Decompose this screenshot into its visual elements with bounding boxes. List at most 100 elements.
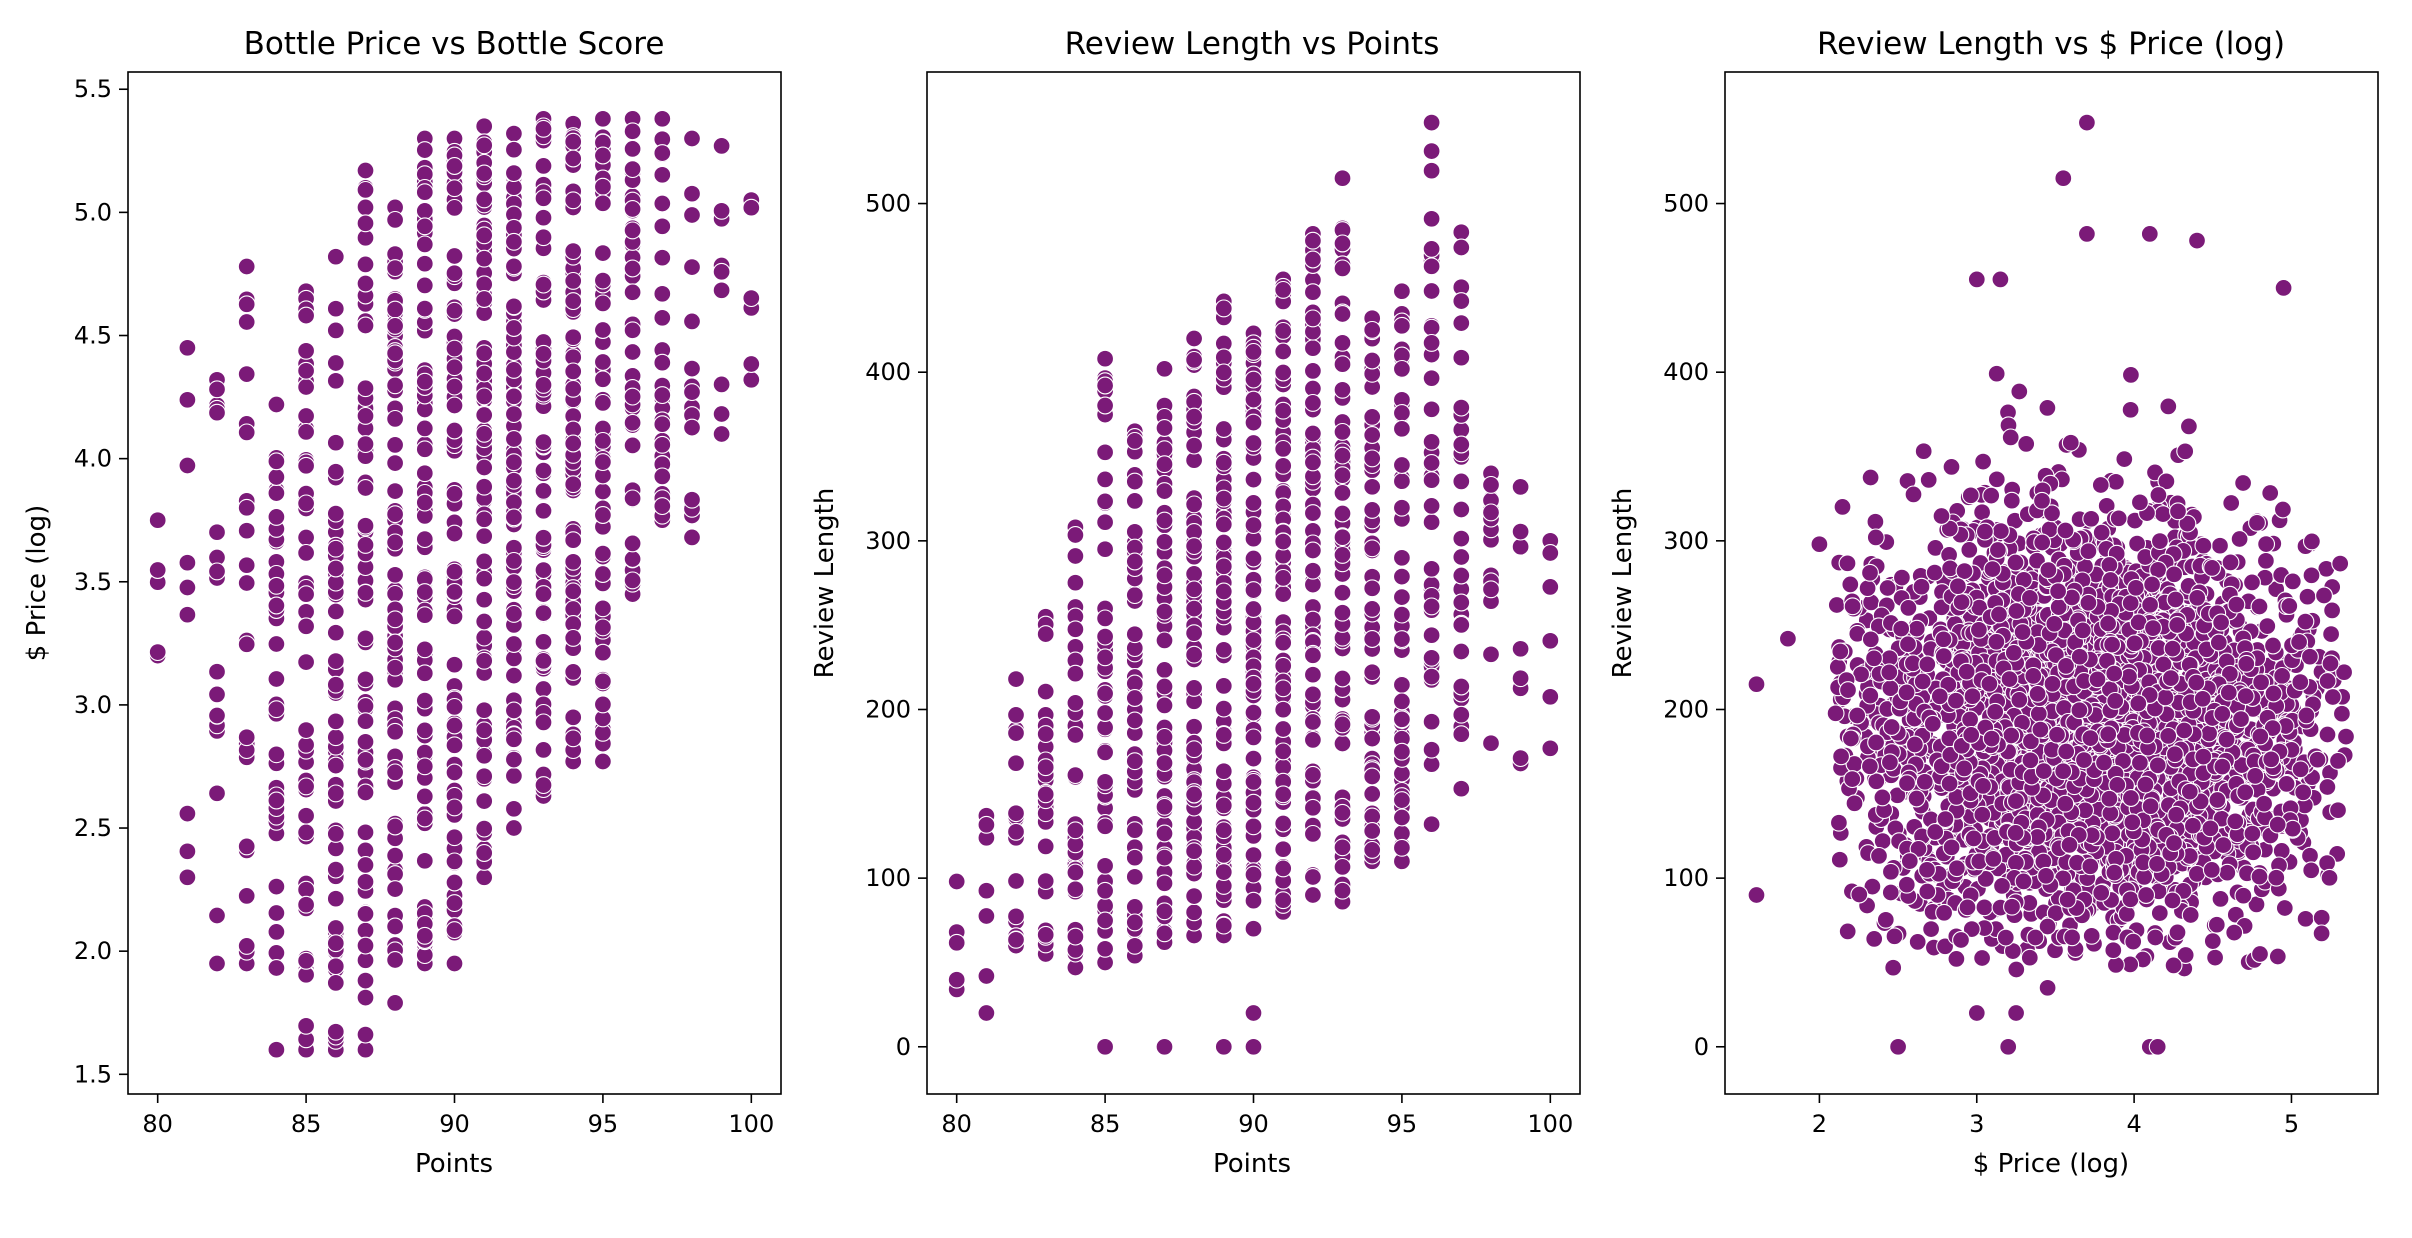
data-point [475,569,494,588]
data-point [1096,443,1115,462]
data-point [1036,925,1055,944]
data-point [415,926,434,945]
data-point [1214,916,1233,935]
data-point [1422,471,1441,490]
data-point [742,289,761,308]
data-point [623,534,642,553]
data-point [326,623,345,642]
data-point [1244,516,1263,535]
data-point [564,475,583,494]
data-point [1155,848,1174,867]
data-point [1873,832,1892,851]
data-point [267,507,286,526]
data-point [1303,730,1322,749]
data-point [445,157,464,175]
data-point [1392,630,1411,649]
data-point [2079,542,2098,561]
data-point [1096,513,1115,532]
data-point [267,635,286,653]
data-point [1036,758,1055,777]
data-point [1214,821,1233,840]
data-point [1274,840,1293,859]
data-point [1096,704,1115,722]
x-tick-label: 100 [728,1110,774,1138]
data-point [415,809,434,828]
data-point [386,951,405,969]
data-point [564,242,583,261]
data-point [356,904,375,923]
data-point [386,259,405,278]
data-point [297,422,316,441]
data-point [1392,419,1411,438]
data-point [475,226,494,245]
data-point [653,467,672,486]
data-point [2020,948,2039,967]
data-point [623,122,642,141]
data-point [1422,318,1441,337]
data-point [1452,593,1471,612]
data-point [445,524,464,543]
data-point [683,258,701,277]
data-point [1125,431,1144,450]
data-point [504,430,523,448]
data-point [1541,577,1560,596]
data-point [1392,316,1411,335]
data-point [2056,521,2075,540]
data-point [1918,860,1936,879]
data-point [415,691,434,710]
data-point [1422,369,1441,388]
data-point [534,156,553,175]
data-point [504,766,523,785]
data-point [712,262,731,281]
data-point [356,629,375,648]
data-point [2318,854,2337,873]
data-point [1541,544,1560,562]
data-point [2302,532,2321,551]
data-point [1096,648,1115,667]
data-point [504,493,523,512]
data-point [653,284,672,303]
data-point [1947,859,1966,878]
data-point [2194,536,2213,555]
scatter-points [148,109,761,1059]
data-point [2248,513,2266,532]
data-point [386,658,405,677]
data-point [208,906,226,925]
data-point [297,880,316,899]
data-point [977,1004,996,1022]
y-tick-label: 300 [865,527,911,555]
data-point [1096,684,1115,703]
data-point [1392,548,1411,567]
data-point [475,868,494,887]
data-point [683,206,701,224]
data-point [2082,509,2101,528]
data-point [445,716,464,735]
data-point [1066,726,1085,744]
data-point [1007,930,1025,949]
data-point [593,353,612,371]
data-point [475,458,494,477]
data-point [1865,929,1884,948]
y-tick-label: 3.5 [74,568,112,596]
data-point [297,895,316,914]
data-point [2252,673,2271,692]
data-point [1333,838,1352,857]
data-point [1882,718,1901,736]
data-point [1125,913,1144,932]
data-point [683,359,701,378]
data-point [2154,505,2172,524]
data-point [504,471,523,490]
data-point [386,584,405,603]
data-point [1422,815,1441,834]
data-point [1244,470,1263,489]
data-point [564,149,583,168]
data-point [1155,566,1174,585]
data-point [1185,599,1204,618]
data-point [1244,674,1263,693]
data-point [356,479,375,497]
data-point [386,993,405,1012]
data-point [1155,1037,1174,1056]
x-axis: 80 85 90 95 100 [142,1094,774,1138]
data-point [1919,470,1938,489]
data-point [1066,766,1085,785]
